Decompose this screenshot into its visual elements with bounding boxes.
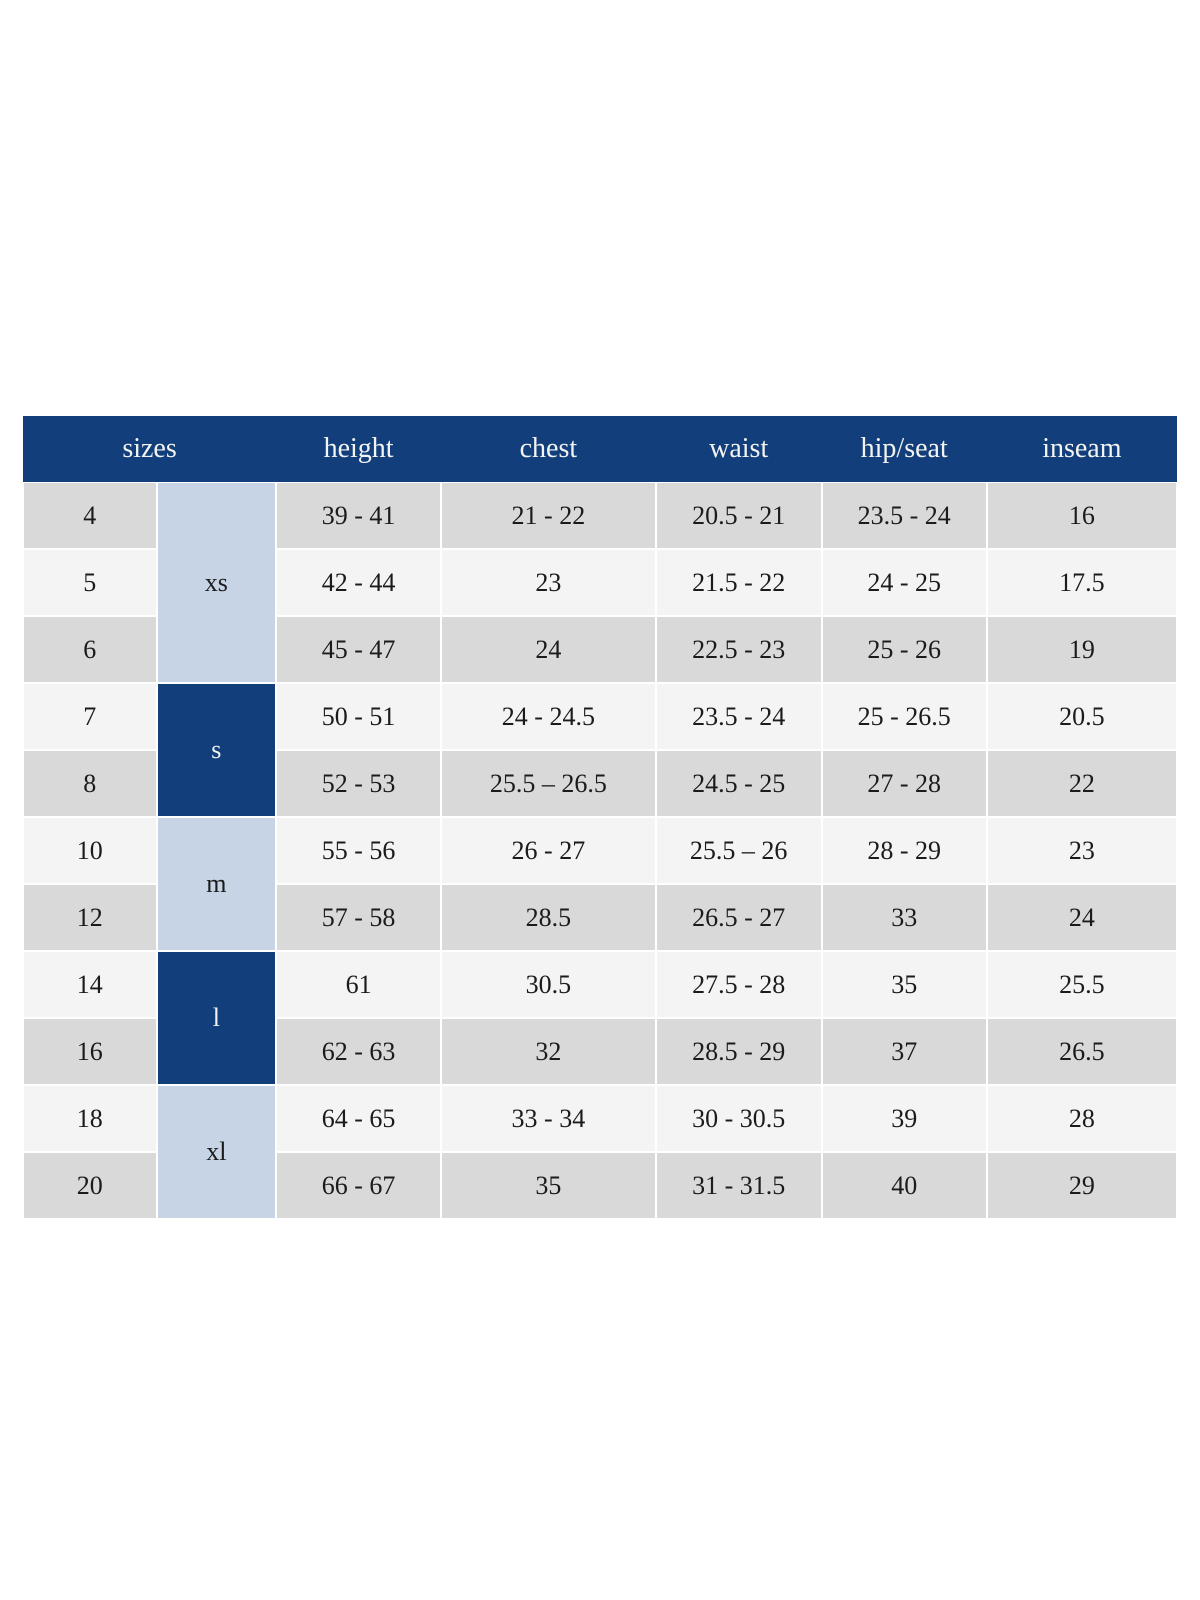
table-cell-waist: 21.5 - 22 [655, 549, 822, 616]
size-group-cell-xs: xs [156, 482, 277, 683]
table-cell-hip: 37 [821, 1018, 987, 1085]
table-cell-size: 4 [23, 482, 157, 549]
header-cell-sizes: sizes [23, 416, 277, 482]
table-cell-inseam: 29 [986, 1152, 1177, 1219]
table-cell-height: 66 - 67 [276, 1152, 442, 1219]
table-cell-size: 8 [23, 750, 157, 817]
table-cell-waist: 20.5 - 21 [655, 482, 822, 549]
table-cell-inseam: 24 [986, 884, 1177, 951]
header-cell-waist: waist [655, 416, 822, 482]
size-group-cell-l: l [156, 951, 277, 1085]
table-cell-chest: 24 - 24.5 [441, 683, 656, 750]
table-cell-chest: 26 - 27 [441, 817, 656, 884]
table-cell-inseam: 23 [986, 817, 1177, 884]
table-cell-height: 64 - 65 [276, 1085, 442, 1152]
size-chart-table: sizes height chest waist hip/seat inseam… [23, 416, 1177, 1219]
table-cell-size: 12 [23, 884, 157, 951]
table-cell-waist: 24.5 - 25 [655, 750, 822, 817]
table-cell-inseam: 16 [986, 482, 1177, 549]
table-cell-size: 18 [23, 1085, 157, 1152]
table-cell-inseam: 22 [986, 750, 1177, 817]
table-cell-chest: 23 [441, 549, 656, 616]
table-cell-inseam: 17.5 [986, 549, 1177, 616]
table-cell-size: 14 [23, 951, 157, 1018]
table-cell-size: 20 [23, 1152, 157, 1219]
table-cell-chest: 25.5 – 26.5 [441, 750, 656, 817]
table-cell-height: 52 - 53 [276, 750, 442, 817]
table-cell-waist: 27.5 - 28 [655, 951, 822, 1018]
table-cell-chest: 21 - 22 [441, 482, 656, 549]
header-cell-inseam: inseam [986, 416, 1177, 482]
table-cell-inseam: 20.5 [986, 683, 1177, 750]
table-cell-hip: 25 - 26.5 [821, 683, 987, 750]
size-group-cell-m: m [156, 817, 277, 951]
table-cell-chest: 28.5 [441, 884, 656, 951]
table-cell-hip: 33 [821, 884, 987, 951]
table-cell-size: 6 [23, 616, 157, 683]
table-cell-height: 39 - 41 [276, 482, 442, 549]
table-cell-height: 62 - 63 [276, 1018, 442, 1085]
header-cell-height: height [276, 416, 442, 482]
table-cell-chest: 24 [441, 616, 656, 683]
table-cell-waist: 30 - 30.5 [655, 1085, 822, 1152]
table-cell-size: 5 [23, 549, 157, 616]
table-cell-waist: 22.5 - 23 [655, 616, 822, 683]
table-cell-inseam: 25.5 [986, 951, 1177, 1018]
table-cell-chest: 32 [441, 1018, 656, 1085]
table-cell-size: 10 [23, 817, 157, 884]
header-cell-hip-seat: hip/seat [821, 416, 987, 482]
table-cell-size: 16 [23, 1018, 157, 1085]
table-cell-hip: 27 - 28 [821, 750, 987, 817]
table-cell-height: 42 - 44 [276, 549, 442, 616]
table-cell-size: 7 [23, 683, 157, 750]
table-cell-hip: 25 - 26 [821, 616, 987, 683]
table-cell-height: 55 - 56 [276, 817, 442, 884]
table-cell-height: 45 - 47 [276, 616, 442, 683]
table-cell-hip: 24 - 25 [821, 549, 987, 616]
table-cell-chest: 35 [441, 1152, 656, 1219]
size-group-cell-s: s [156, 683, 277, 817]
header-cell-chest: chest [441, 416, 656, 482]
table-cell-waist: 25.5 – 26 [655, 817, 822, 884]
table-cell-height: 50 - 51 [276, 683, 442, 750]
table-cell-inseam: 26.5 [986, 1018, 1177, 1085]
table-cell-chest: 30.5 [441, 951, 656, 1018]
table-cell-waist: 28.5 - 29 [655, 1018, 822, 1085]
table-cell-height: 57 - 58 [276, 884, 442, 951]
table-cell-hip: 23.5 - 24 [821, 482, 987, 549]
table-cell-waist: 26.5 - 27 [655, 884, 822, 951]
table-cell-hip: 39 [821, 1085, 987, 1152]
table-cell-inseam: 19 [986, 616, 1177, 683]
size-group-cell-xl: xl [156, 1085, 277, 1219]
table-cell-hip: 40 [821, 1152, 987, 1219]
table-cell-chest: 33 - 34 [441, 1085, 656, 1152]
table-cell-height: 61 [276, 951, 442, 1018]
table-cell-inseam: 28 [986, 1085, 1177, 1152]
table-cell-hip: 35 [821, 951, 987, 1018]
table-cell-waist: 31 - 31.5 [655, 1152, 822, 1219]
table-cell-waist: 23.5 - 24 [655, 683, 822, 750]
table-cell-hip: 28 - 29 [821, 817, 987, 884]
